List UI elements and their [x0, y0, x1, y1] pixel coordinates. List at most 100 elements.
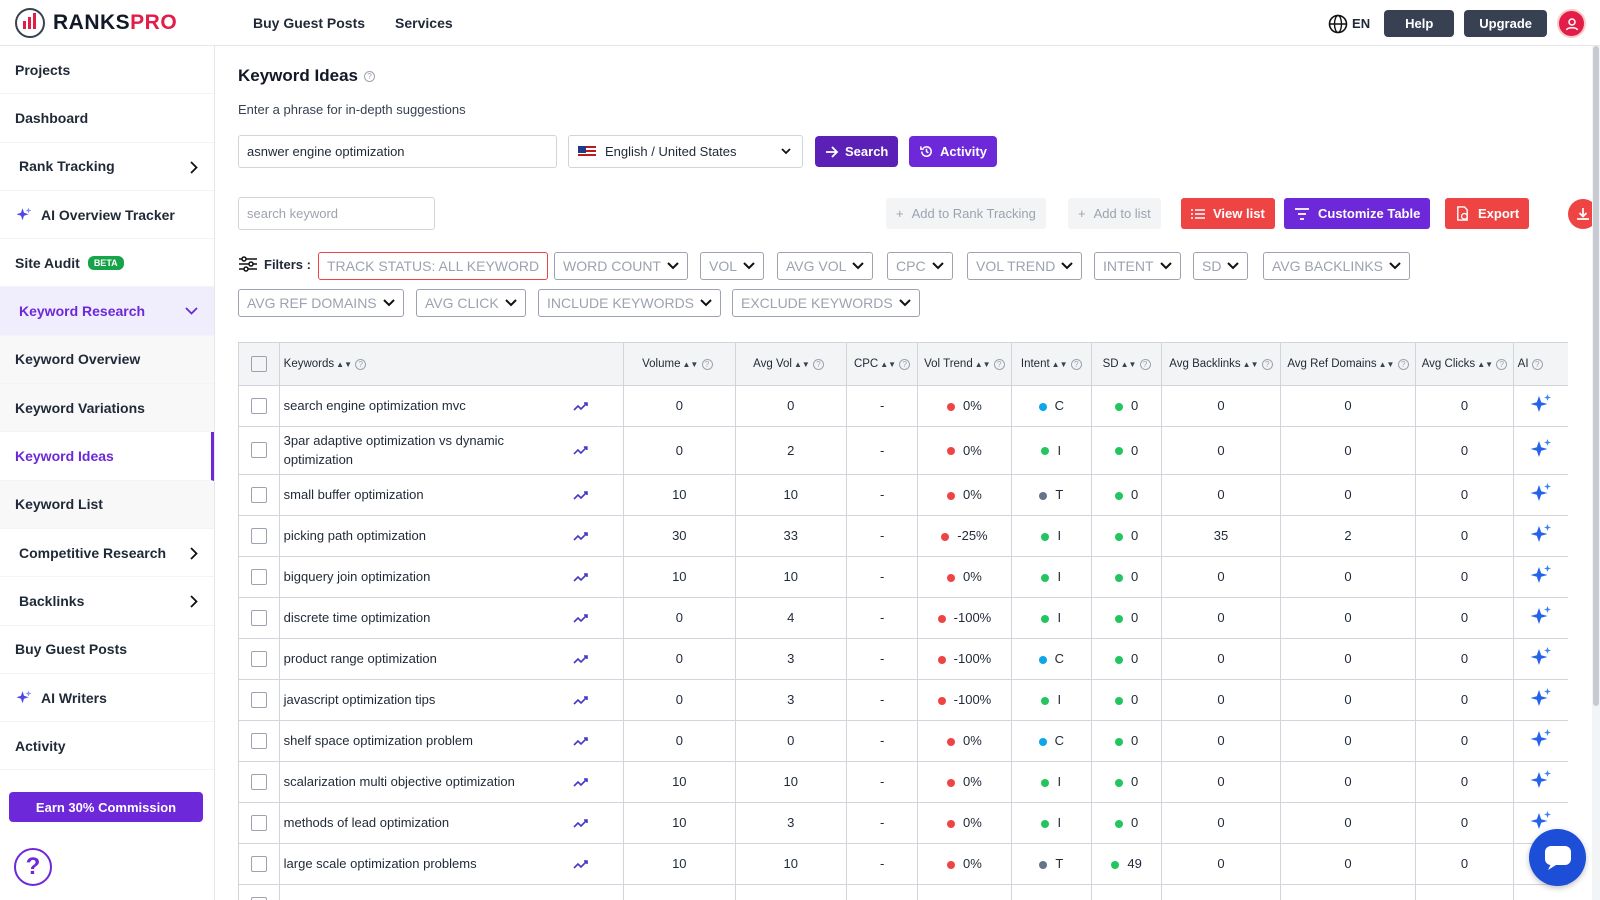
sidebar-item-ai-overview-tracker[interactable]: AI Overview Tracker — [0, 191, 214, 240]
keyword-text[interactable]: 3par adaptive optimization vs dynamic op… — [283, 433, 505, 467]
filter-include-keywords[interactable]: INCLUDE KEYWORDS — [538, 289, 722, 317]
ai-sparkle-icon[interactable] — [1529, 768, 1553, 792]
ai-sparkle-icon[interactable] — [1529, 645, 1553, 669]
col-ai[interactable]: AI ? — [1513, 343, 1568, 386]
table-row[interactable]: product range optimization 0 3- -100% C 0 0 0 0 — [239, 638, 1568, 680]
add-to-rank-tracking-button[interactable]: + Add to Rank Tracking — [886, 198, 1046, 229]
keyword-text[interactable]: search engine optimization mvc — [283, 398, 466, 413]
customize-table-button[interactable]: Customize Table — [1284, 198, 1431, 229]
col-avg-clicks[interactable]: Avg Clicks ▲▼ ? — [1415, 343, 1514, 386]
trend-chart-icon[interactable] — [573, 489, 589, 501]
chat-widget-button[interactable] — [1529, 829, 1586, 886]
row-checkbox[interactable] — [250, 609, 267, 626]
row-checkbox[interactable] — [250, 486, 267, 503]
ai-sparkle-icon[interactable] — [1529, 686, 1553, 710]
keyword-text[interactable]: shelf space optimization problem — [283, 733, 473, 748]
trend-chart-icon[interactable] — [573, 735, 589, 747]
row-checkbox[interactable] — [250, 855, 267, 872]
sidebar-item-site-audit[interactable]: Site Audit BETA — [0, 239, 214, 288]
activity-button[interactable]: Activity — [909, 136, 997, 167]
view-list-button[interactable]: View list — [1181, 198, 1275, 229]
ai-sparkle-icon[interactable] — [1529, 727, 1553, 751]
logo[interactable]: RANKSPRO — [15, 7, 225, 38]
row-checkbox[interactable] — [250, 691, 267, 708]
sidebar-item-rank-tracking[interactable]: Rank Tracking — [0, 143, 214, 191]
ai-sparkle-icon[interactable] — [1529, 563, 1553, 587]
col-cpc[interactable]: CPC ▲▼ ? — [846, 343, 919, 386]
filter-intent[interactable]: INTENT — [1094, 252, 1181, 280]
filter-avg-vol[interactable]: AVG VOL — [777, 252, 874, 280]
add-to-list-button[interactable]: + Add to list — [1068, 198, 1161, 229]
page-scrollbar-thumb[interactable] — [1593, 46, 1599, 706]
col-sd[interactable]: SD ▲▼ ? — [1091, 343, 1163, 386]
sidebar-item-dashboard[interactable]: Dashboard — [0, 94, 214, 143]
ai-sparkle-icon[interactable] — [1529, 437, 1553, 461]
country-select[interactable]: English / United States — [568, 135, 803, 168]
keyword-text[interactable]: product range optimization — [283, 651, 437, 666]
row-checkbox[interactable] — [250, 527, 267, 544]
search-button[interactable]: Search — [815, 136, 899, 167]
sidebar-item-keyword-research[interactable]: Keyword Research — [0, 287, 214, 336]
row-checkbox[interactable] — [250, 397, 267, 414]
trend-chart-icon[interactable] — [573, 776, 589, 788]
export-button[interactable]: Export — [1445, 198, 1530, 229]
col-avg-ref-domains[interactable]: Avg Ref Domains ▲▼ ? — [1280, 343, 1417, 386]
row-checkbox[interactable] — [250, 568, 267, 585]
table-row[interactable]: scalarization multi objective optimizati… — [239, 761, 1568, 803]
col-volume[interactable]: Volume ▲▼ ? — [623, 343, 736, 386]
table-row[interactable]: methods of lead optimization 10 3-0% I 0 0 0 0 — [239, 802, 1568, 844]
info-icon[interactable]: ? — [364, 70, 375, 82]
trend-chart-icon[interactable] — [573, 817, 589, 829]
filter-exclude-keywords[interactable]: EXCLUDE KEYWORDS — [732, 289, 920, 317]
filter-avg-backlinks[interactable]: AVG BACKLINKS — [1263, 252, 1411, 280]
row-checkbox[interactable] — [250, 773, 267, 790]
col-avg-backlinks[interactable]: Avg Backlinks ▲▼ ? — [1161, 343, 1281, 386]
filter-sd[interactable]: SD — [1193, 252, 1249, 280]
sidebar-item-buy-guest-posts[interactable]: Buy Guest Posts — [0, 626, 214, 674]
table-row[interactable]: discrete time optimization 0 4- -100% I 0 0 0 0 — [239, 597, 1568, 639]
filter-word-count[interactable]: WORD COUNT — [554, 252, 688, 280]
language-selector[interactable]: EN — [1328, 14, 1370, 34]
keyword-text[interactable]: picking path optimization — [283, 528, 427, 543]
keyword-text[interactable]: methods of lead optimization — [283, 815, 450, 830]
sidebar-item-activity[interactable]: Activity — [0, 722, 214, 771]
ai-sparkle-icon[interactable] — [1529, 809, 1553, 833]
trend-chart-icon[interactable] — [573, 571, 589, 583]
row-checkbox[interactable] — [250, 896, 267, 900]
sidebar-item-projects[interactable]: Projects — [0, 46, 214, 95]
table-row[interactable]: search engine optimization mvc 0 0-0% C 0 0 0 0 — [239, 385, 1568, 427]
user-avatar[interactable] — [1557, 9, 1586, 38]
keyword-text[interactable]: bigquery join optimization — [283, 569, 431, 584]
col-vol-trend[interactable]: Vol Trend ▲▼ ? — [917, 343, 1012, 386]
info-icon[interactable]: ? — [1531, 358, 1543, 370]
sidebar-item-keyword-list[interactable]: Keyword List — [0, 480, 214, 529]
info-icon[interactable]: ? — [355, 358, 367, 370]
trend-chart-icon[interactable] — [573, 858, 589, 870]
sidebar-item-keyword-variations[interactable]: Keyword Variations — [0, 384, 214, 433]
col-avg-vol[interactable]: Avg Vol ▲▼ ? — [735, 343, 847, 386]
nav-services[interactable]: Services — [395, 14, 453, 31]
keyword-text[interactable]: large scale optimization problems — [283, 856, 477, 871]
trend-chart-icon[interactable] — [573, 653, 589, 665]
keyword-text[interactable]: javascript optimization tips — [283, 692, 436, 707]
info-icon[interactable]: ? — [812, 358, 824, 370]
sidebar-item-keyword-ideas[interactable]: Keyword Ideas — [0, 432, 214, 481]
ai-sparkle-icon[interactable] — [1529, 392, 1553, 416]
sidebar-item-ai-writers[interactable]: AI Writers — [0, 674, 214, 723]
trend-chart-icon[interactable] — [573, 444, 589, 456]
row-checkbox[interactable] — [250, 732, 267, 749]
ai-sparkle-icon[interactable] — [1529, 604, 1553, 628]
info-icon[interactable]: ? — [1397, 358, 1409, 370]
earn-commission-button[interactable]: Earn 30% Commission — [9, 792, 203, 822]
info-icon[interactable]: ? — [1070, 358, 1082, 370]
filter-track-status[interactable]: TRACK STATUS: ALL KEYWORD — [318, 252, 549, 280]
trend-chart-icon[interactable] — [573, 694, 589, 706]
table-row[interactable]: large scale optimization problems 10 10-0%… — [239, 843, 1568, 885]
nav-buy-guest-posts[interactable]: Buy Guest Posts — [253, 14, 366, 31]
keyword-search-input[interactable]: search keyword — [238, 197, 435, 230]
row-checkbox[interactable] — [250, 442, 267, 459]
table-row[interactable]: 3par adaptive optimization vs dynamic op… — [239, 426, 1568, 475]
filter-avg-ref-domains[interactable]: AVG REF DOMAINS — [238, 289, 404, 317]
help-question-icon[interactable]: ? — [14, 848, 52, 886]
trend-chart-icon[interactable] — [573, 612, 589, 624]
